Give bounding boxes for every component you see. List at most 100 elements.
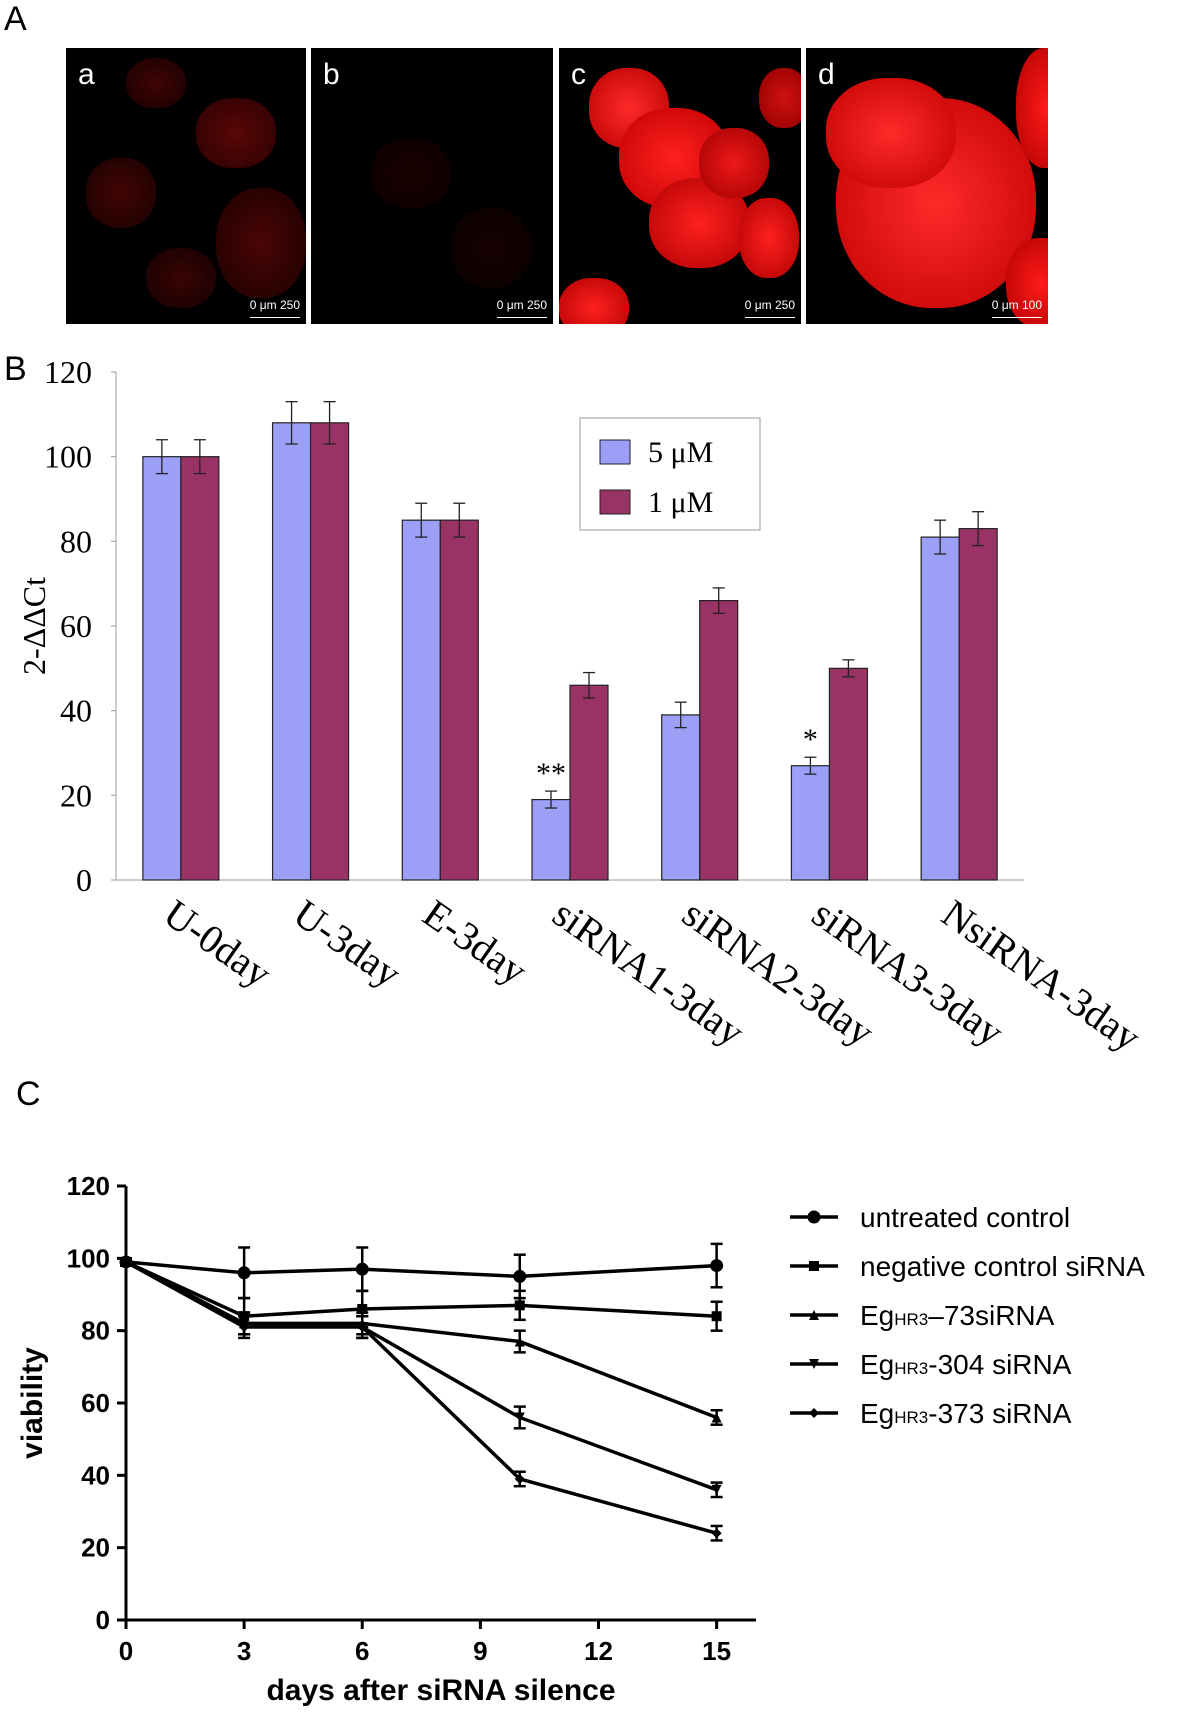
legend-swatch [599,439,631,465]
marker [514,1473,525,1484]
y-tick-label: 60 [81,1388,110,1418]
x-tick-label: 0 [119,1636,133,1666]
significance-marker: * [803,723,818,756]
panel-letter-a: A [4,0,27,38]
bar [401,519,441,881]
marker [357,1303,368,1314]
legend-label: untreated control [860,1202,1070,1233]
scale-bar-label: 0 μm 250 [744,298,795,312]
x-tick-label: E-3day [415,891,535,994]
marker [514,1412,525,1423]
y-tick-label: 80 [81,1316,110,1346]
marker [711,1412,722,1423]
y-tick-label: 100 [44,439,92,475]
x-axis-label: days after siRNA silence [266,1674,615,1707]
scale-bar-label: 0 μm 100 [991,298,1042,312]
bar [790,765,831,881]
y-tick-label: 120 [44,354,92,390]
x-tick-label: U-0day [156,891,280,997]
legend-label-main: negative control siRNA [860,1251,1145,1282]
x-tick-label: 15 [702,1636,731,1666]
x-tick-label: 12 [584,1636,613,1666]
marker [711,1484,722,1495]
legend-label: EgHR3-373 siRNA [860,1398,1072,1429]
legend-label-main: Eg [860,1349,894,1380]
y-tick-label: 40 [81,1460,110,1490]
marker [711,1311,722,1322]
y-tick-label: 0 [96,1605,110,1635]
legend-label: 1 μM [648,486,713,519]
y-tick-label: 40 [60,693,92,729]
bar [142,456,182,881]
micrograph-label: a [78,58,95,91]
legend-swatch [599,489,631,515]
series [119,1242,724,1300]
x-tick-label: 3 [237,1636,251,1666]
micrograph-label: c [571,58,586,91]
bar [309,422,350,881]
legend-label-main: Eg [860,1398,894,1429]
marker [809,1359,819,1369]
marker [121,1256,131,1267]
micrograph-label: d [818,58,835,91]
y-tick-label: 60 [60,608,92,644]
bar [531,798,571,881]
legend-label-main: untreated control [860,1202,1070,1233]
micrograph-c: c 0 μm 250 [559,48,801,324]
legend-label-subscript: HR3 [894,1310,928,1329]
scale-bar: 0 μm 250 [249,298,300,318]
marker [807,1210,821,1224]
panel-letter-b: B [4,350,27,388]
marker [710,1259,724,1273]
y-tick-label: 0 [76,862,92,898]
marker [513,1269,527,1283]
x-tick-label: 9 [473,1636,487,1666]
bar [661,714,701,881]
micrograph-label: b [323,58,340,91]
y-tick-label: 120 [67,1171,110,1201]
micrograph-b: b 0 μm 250 [311,48,553,324]
y-tick-label: 80 [60,523,92,559]
series-line [125,1260,718,1420]
marker [357,1322,368,1333]
y-axis-label: 2-ΔΔCt [16,577,52,675]
series [120,1256,723,1499]
y-tick-label: 20 [81,1533,110,1563]
bar [439,519,479,881]
legend-label: EgHR3-304 siRNA [860,1349,1072,1380]
bar [271,422,312,881]
bar [920,536,960,881]
marker [237,1266,251,1280]
micrograph-d: d 0 μm 100 [806,48,1048,324]
marker [239,1322,250,1333]
legend-label-subscript: HR3 [894,1359,928,1378]
x-tick-label: U-3day [285,891,409,997]
x-tick-label: 6 [355,1636,369,1666]
marker [514,1336,525,1347]
marker [711,1528,722,1539]
micrograph-a: a 0 μm 250 [66,48,306,324]
bar [958,528,998,881]
legend-label-suffix: –73siRNA [928,1300,1054,1331]
scale-bar: 0 μm 250 [496,298,547,318]
panel-letter-c: C [16,1075,41,1113]
y-tick-label: 100 [67,1243,110,1273]
bar [180,456,220,881]
y-tick-label: 20 [60,777,92,813]
y-axis-label: viability [16,1347,49,1459]
scale-bar: 0 μm 250 [744,298,795,318]
scale-bar-label: 0 μm 250 [249,298,300,312]
legend-label: EgHR3–73siRNA [860,1300,1055,1331]
bar [699,599,739,881]
scale-bar-label: 0 μm 250 [496,298,547,312]
marker [514,1300,525,1311]
legend-label: negative control siRNA [860,1251,1145,1282]
marker [355,1262,369,1276]
series-line [125,1260,718,1492]
series [120,1256,723,1542]
bar [828,667,869,881]
marker [809,1261,819,1271]
series-line [125,1260,717,1279]
legend-label: 5 μM [648,436,713,469]
